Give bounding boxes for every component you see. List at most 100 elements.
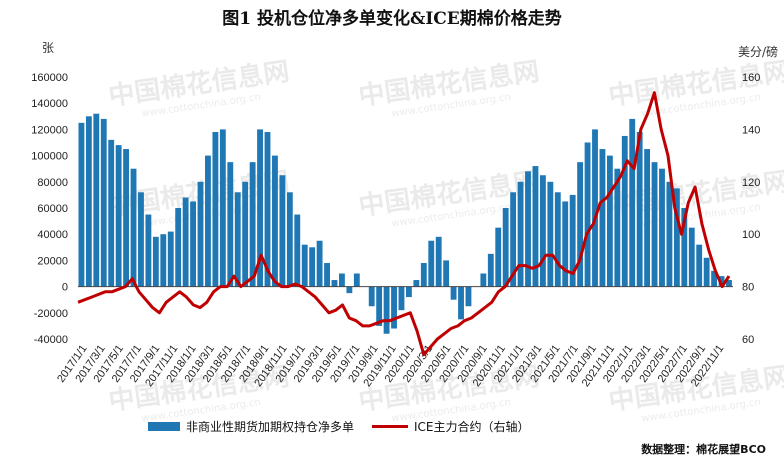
left-tick-label: 100000	[31, 151, 68, 163]
bar	[242, 181, 249, 287]
bar	[138, 192, 144, 287]
bar	[339, 273, 345, 287]
bar	[108, 139, 115, 287]
bar	[606, 155, 613, 287]
bar	[681, 208, 688, 287]
bar	[182, 197, 189, 287]
bar	[547, 181, 554, 287]
bar	[130, 168, 137, 287]
bar	[205, 155, 211, 287]
bar	[703, 257, 710, 287]
net-long-bars	[78, 113, 732, 334]
bar	[539, 175, 546, 287]
chart-title: 图1 投机仓位净多单变化&ICE期棉价格走势	[222, 9, 562, 29]
bar	[100, 118, 107, 287]
bar	[517, 181, 524, 287]
ice-price-series	[77, 91, 731, 357]
legend-item-line: ICE主力合约（右轴）	[372, 418, 530, 435]
bar	[726, 280, 732, 287]
bar	[160, 234, 167, 287]
bar	[525, 171, 531, 287]
bar	[711, 270, 718, 287]
bar	[257, 129, 263, 287]
bar	[599, 149, 606, 287]
right-axis-unit: 美分/磅	[738, 44, 778, 59]
legend-swatch-line	[372, 424, 409, 428]
bar	[480, 273, 487, 287]
legend-item-bars: 非商业性期货加期权持仓净多单	[148, 418, 354, 435]
left-tick-label: 40000	[37, 229, 68, 241]
left-tick-label: -40000	[34, 334, 68, 346]
bar	[324, 263, 330, 287]
left-axis: -40000 -20000 0 20000 40000 60000 80000 100000 1…	[31, 72, 68, 346]
bar	[569, 194, 576, 287]
bar	[644, 149, 651, 287]
right-tick-label: 120	[742, 177, 760, 189]
bar	[420, 263, 427, 287]
left-tick-label: 120000	[31, 124, 68, 136]
bar	[78, 122, 85, 287]
bar	[383, 286, 390, 334]
bar	[93, 113, 100, 287]
bar	[562, 201, 569, 287]
bar	[368, 286, 375, 307]
bar	[621, 135, 628, 287]
bar	[487, 253, 494, 287]
x-axis: 2017/1/12017/3/12017/5/12017/7/12017/9/1…	[55, 343, 726, 389]
bar	[190, 201, 196, 287]
bar	[346, 286, 353, 294]
bar	[279, 175, 286, 287]
bar	[376, 286, 383, 326]
left-tick-label: 80000	[37, 177, 68, 189]
left-tick-label: 160000	[31, 72, 68, 84]
bar	[123, 149, 130, 287]
bar	[614, 168, 621, 287]
bar	[197, 181, 204, 287]
source-note: 数据整理：棉花展望BCO	[641, 443, 766, 456]
bar	[212, 132, 219, 287]
bar	[219, 129, 226, 287]
bar	[301, 244, 308, 287]
bar	[353, 273, 360, 287]
bar	[406, 286, 412, 298]
bar	[502, 208, 509, 287]
bar	[435, 236, 442, 287]
bar	[316, 240, 323, 287]
bar	[629, 118, 636, 287]
bar	[458, 286, 464, 320]
bar	[428, 240, 435, 287]
right-tick-label: 80	[742, 282, 754, 294]
right-tick-label: 140	[742, 124, 760, 136]
bar	[450, 286, 457, 300]
bar	[152, 236, 159, 287]
legend: 非商业性期货加期权持仓净多单 ICE主力合约（右轴）	[148, 418, 548, 434]
right-tick-label: 60	[742, 334, 754, 346]
bar	[495, 227, 502, 287]
bar	[234, 192, 241, 287]
bar	[532, 166, 539, 287]
bar	[636, 132, 643, 287]
bar	[309, 247, 316, 287]
bar	[398, 286, 405, 311]
legend-label-bars: 非商业性期货加期权持仓净多单	[186, 419, 355, 434]
bar	[167, 231, 174, 287]
right-tick-label: 100	[742, 229, 760, 241]
bar	[443, 260, 450, 287]
right-axis: 60 80 100 120 140 160	[742, 72, 760, 346]
bar	[294, 214, 301, 287]
bar	[659, 168, 665, 287]
left-tick-label: -20000	[34, 308, 68, 320]
bar	[651, 162, 658, 287]
bar	[592, 129, 598, 287]
bar	[249, 162, 256, 287]
bar	[413, 280, 420, 287]
bar	[85, 116, 92, 287]
bar	[115, 145, 122, 287]
legend-label-line: ICE主力合约（右轴）	[414, 419, 530, 434]
left-tick-label: 60000	[37, 203, 68, 215]
bar	[272, 155, 278, 287]
bar	[391, 286, 397, 329]
bar	[696, 244, 703, 287]
left-tick-label: 0	[62, 282, 68, 294]
